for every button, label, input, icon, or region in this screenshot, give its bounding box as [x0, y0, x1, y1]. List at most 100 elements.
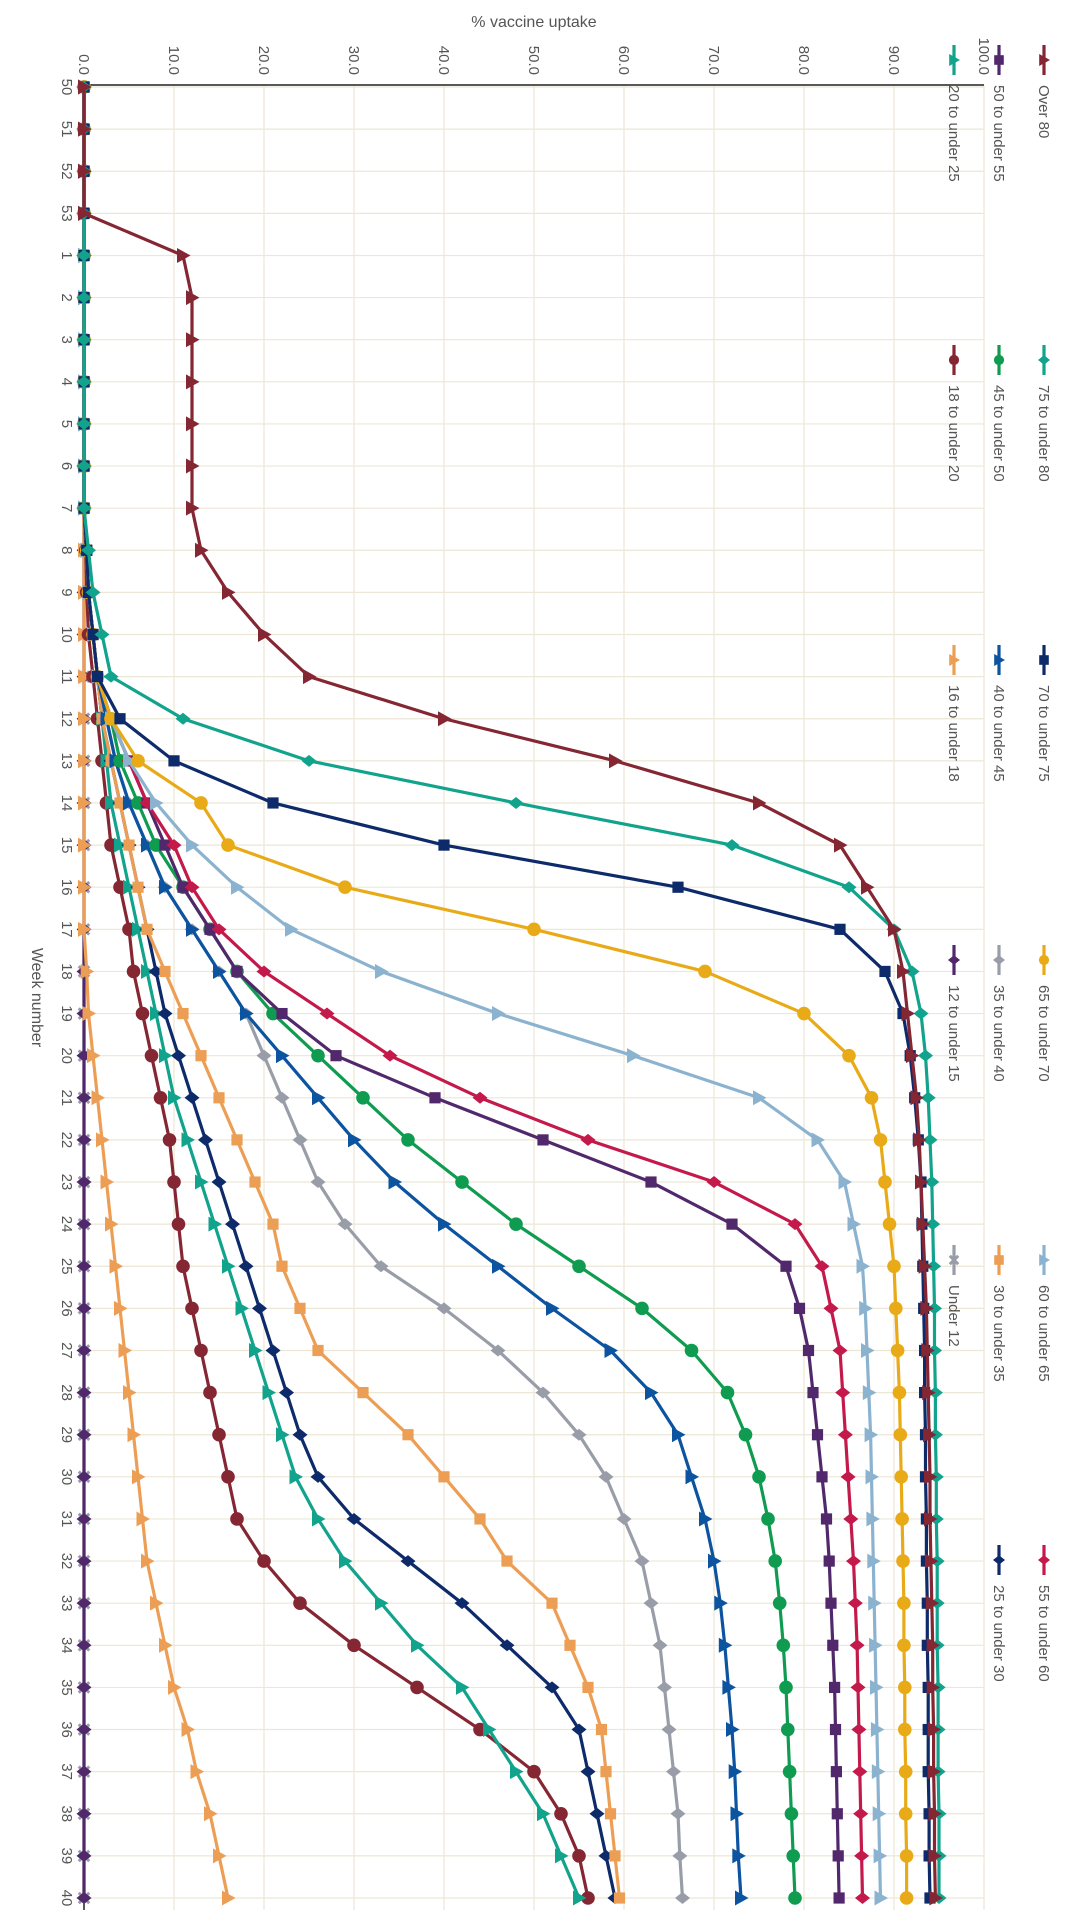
data-point — [76, 1428, 92, 1441]
data-point — [490, 1344, 506, 1357]
series-line — [82, 87, 743, 1899]
legend-label: 30 to under 35 — [990, 1285, 1007, 1382]
series-65-to-under-70 — [77, 80, 914, 1905]
data-point — [181, 1722, 195, 1738]
data-point — [859, 1300, 873, 1316]
legend-marker — [1039, 655, 1049, 665]
data-point — [841, 881, 857, 894]
data-point — [872, 1806, 887, 1822]
data-point — [436, 1302, 452, 1315]
data-point — [776, 1638, 791, 1653]
data-point — [652, 1639, 668, 1652]
data-point — [213, 1092, 225, 1104]
data-point — [661, 1723, 677, 1736]
data-point — [752, 1470, 766, 1484]
legend-label: 60 to under 65 — [1035, 1285, 1052, 1382]
data-point — [123, 879, 137, 895]
data-point — [76, 249, 92, 262]
legend-marker — [949, 654, 960, 666]
data-point — [913, 1132, 927, 1148]
data-point — [222, 584, 236, 600]
data-point — [159, 965, 171, 978]
x-tick-label: 40 — [58, 1890, 75, 1907]
data-point — [123, 839, 135, 851]
data-point — [76, 1807, 92, 1820]
series-over-80 — [78, 79, 943, 1906]
y-tick-label: 0.0 — [75, 54, 92, 75]
x-tick-label: 24 — [58, 1216, 75, 1233]
data-point — [208, 1216, 222, 1232]
data-point — [279, 1386, 294, 1399]
data-point — [221, 838, 235, 852]
data-point — [292, 1428, 308, 1441]
data-point — [114, 797, 126, 809]
data-point — [126, 964, 141, 979]
data-point — [454, 1597, 470, 1610]
data-point — [627, 1048, 641, 1064]
data-point — [168, 1090, 182, 1106]
data-point — [294, 1302, 306, 1314]
data-point — [887, 1259, 901, 1274]
series-line — [82, 87, 841, 1899]
data-point — [554, 1806, 568, 1821]
data-point — [718, 1637, 733, 1653]
data-point — [190, 1764, 204, 1780]
legend-item: Over 80 — [1035, 45, 1052, 138]
data-point — [401, 1133, 415, 1147]
data-point — [411, 1637, 425, 1653]
legend-marker — [948, 1254, 960, 1266]
data-point — [501, 1555, 513, 1567]
data-point — [895, 1512, 909, 1526]
data-point — [276, 1048, 290, 1064]
data-point — [114, 713, 126, 725]
data-point — [330, 1050, 342, 1062]
x-tick-label: 6 — [58, 462, 75, 470]
data-point — [838, 1174, 852, 1190]
data-point — [573, 1890, 587, 1906]
data-point — [76, 1386, 92, 1399]
data-point — [788, 1891, 802, 1905]
data-point — [868, 1595, 882, 1611]
data-point — [141, 837, 155, 853]
data-point — [346, 1512, 362, 1525]
data-point — [455, 1175, 469, 1189]
data-point — [510, 1764, 524, 1780]
data-point — [535, 1386, 551, 1399]
data-point — [195, 542, 209, 558]
data-point — [211, 923, 227, 936]
data-point — [861, 1342, 875, 1358]
data-point — [267, 1218, 279, 1230]
data-point — [141, 1553, 155, 1569]
data-point — [212, 1427, 226, 1442]
data-point — [499, 1639, 515, 1652]
data-point — [78, 79, 92, 95]
data-point — [221, 1470, 235, 1484]
data-point — [724, 839, 740, 852]
data-point — [256, 1049, 272, 1062]
data-point — [153, 1090, 168, 1105]
x-tick-label: 17 — [58, 921, 75, 938]
data-point — [918, 1049, 933, 1062]
data-point — [899, 1849, 914, 1863]
data-point — [753, 1090, 767, 1106]
data-point — [76, 1218, 92, 1231]
data-point — [657, 1681, 672, 1694]
x-tick-label: 12 — [58, 710, 75, 727]
legend-label: Over 80 — [1035, 85, 1052, 138]
data-point — [78, 669, 92, 685]
data-point — [76, 502, 92, 515]
legend-item: 35 to under 40 — [990, 945, 1007, 1082]
data-point — [842, 1048, 856, 1063]
data-point — [897, 1596, 911, 1610]
data-point — [78, 921, 92, 937]
x-tick-label: 36 — [58, 1721, 75, 1738]
x-tick-label: 13 — [58, 753, 75, 770]
legend-item: 65 to under 70 — [1035, 945, 1052, 1082]
data-point — [898, 1764, 913, 1779]
y-tick-label: 60.0 — [615, 46, 632, 75]
data-point — [580, 1133, 596, 1146]
data-point — [256, 965, 272, 978]
data-point — [338, 880, 352, 895]
legend-item: 55 to under 60 — [1035, 1545, 1052, 1682]
legend-label: 40 to under 45 — [990, 685, 1007, 782]
